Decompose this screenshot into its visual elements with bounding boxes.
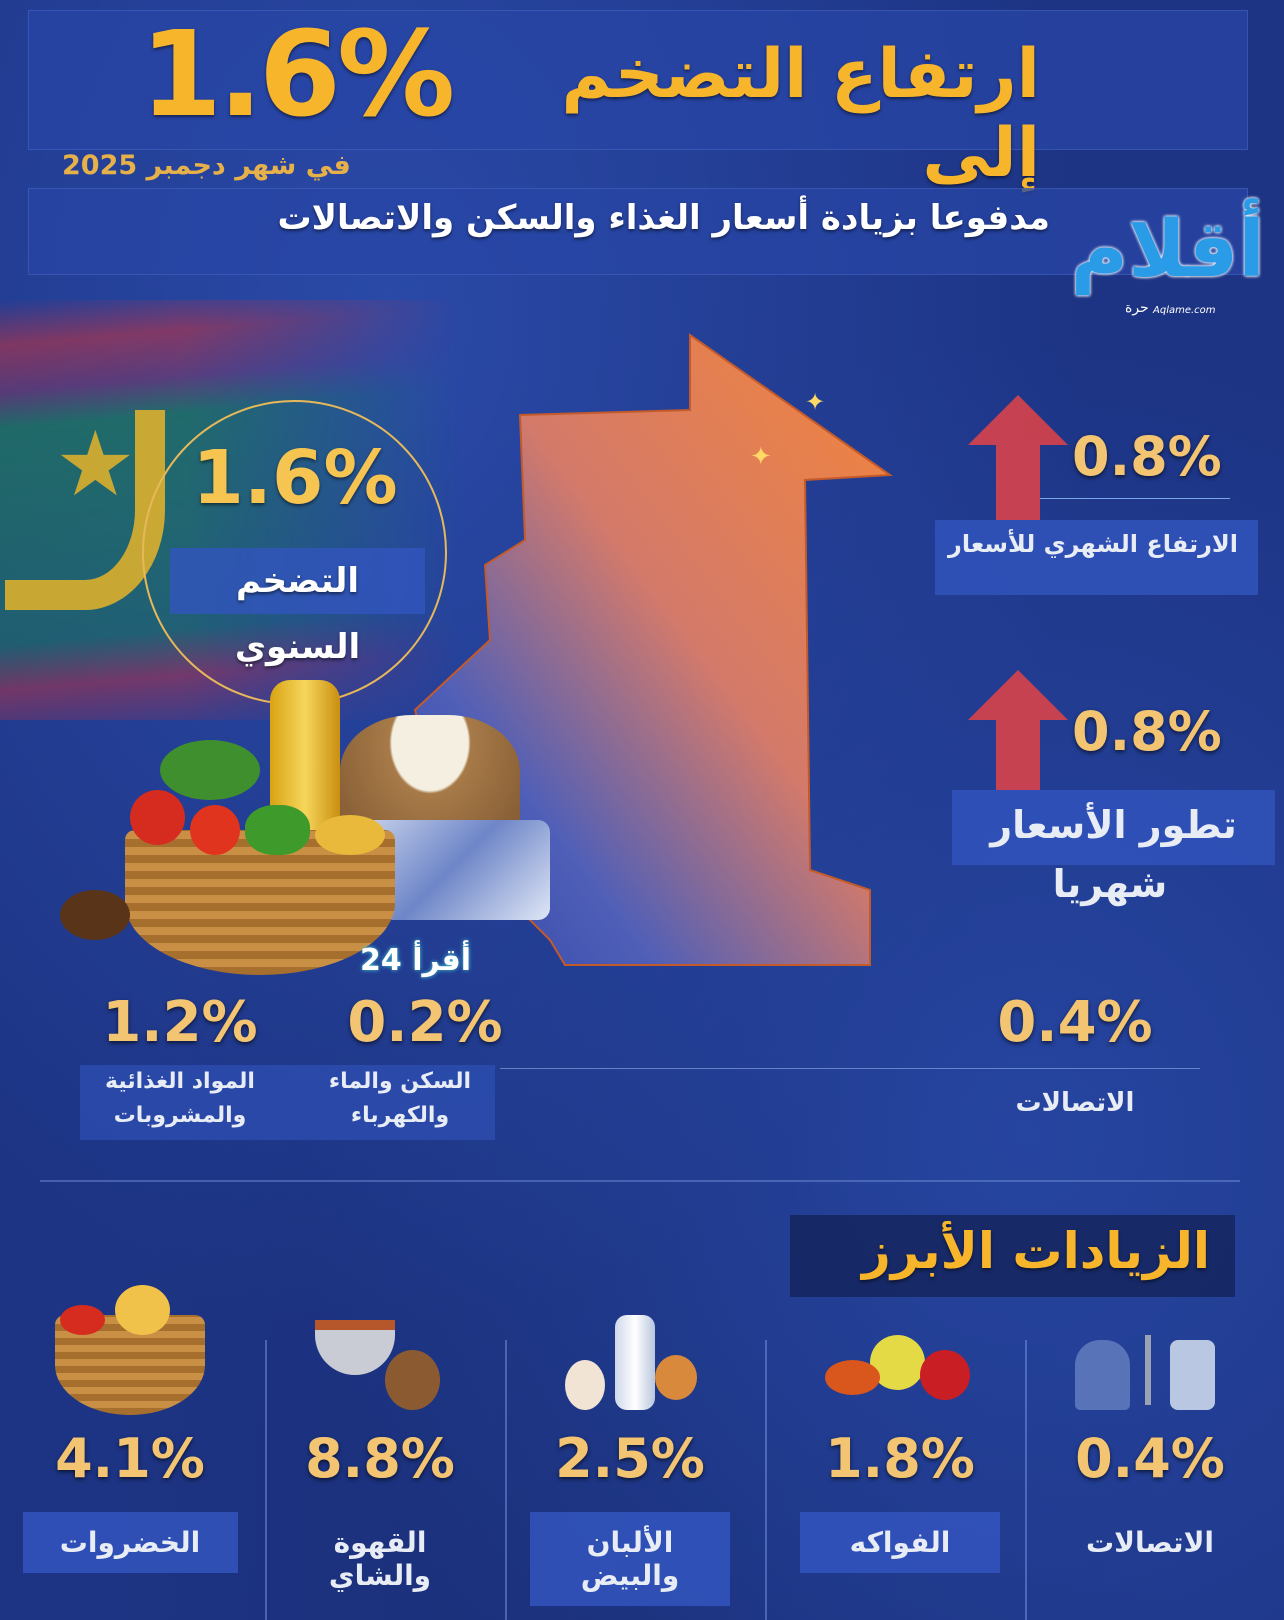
components-label-bg — [80, 1065, 495, 1140]
subtitle: مدفوعا بزيادة أسعار الغذاء والسكن والاتص… — [277, 198, 1050, 238]
monthly-trend-value: 0.8% — [1072, 700, 1222, 763]
divider — [1040, 498, 1230, 499]
telecom-value: 0.4% — [997, 990, 1153, 1055]
section-divider — [40, 1180, 1240, 1182]
telecom-icon — [1025, 1315, 1275, 1425]
watermark: 24 أقرأ — [360, 943, 472, 978]
highlight-label: القهوة والشاي — [328, 1526, 432, 1592]
highlight-item: 2.5% الألبان والبيض — [505, 1315, 755, 1620]
divider — [500, 1068, 1200, 1069]
monthly-trend-label: تطور الأسعار — [952, 790, 1275, 865]
subtitle-banner — [28, 188, 1248, 275]
monthly-rise-value: 0.8% — [1072, 425, 1222, 488]
logo-text: أقلام — [1070, 205, 1265, 295]
page-title: ارتفاع التضخم إلى — [561, 35, 1040, 193]
coffee-tea-icon — [255, 1315, 505, 1425]
annual-inflation-value: 1.6% — [192, 435, 398, 521]
highlight-value: 0.4% — [1075, 1427, 1225, 1490]
housing-label: السكن والماء والكهرباء — [305, 1065, 495, 1133]
food-label-line2: والمشروبات — [113, 1103, 247, 1128]
column-separator — [1025, 1340, 1027, 1620]
pepper-icon — [245, 805, 310, 855]
food-label-line1: المواد الغذائية — [105, 1069, 255, 1094]
highlight-value: 4.1% — [55, 1427, 205, 1490]
title-banner — [28, 10, 1248, 150]
housing-label-line2: والكهرباء — [350, 1103, 450, 1128]
highlight-value: 1.8% — [825, 1427, 975, 1490]
sparkle-icon: ✦ — [750, 442, 772, 472]
housing-label-line1: السكن والماء — [328, 1069, 472, 1094]
logo: أقلام حرة Aqlame.com — [1065, 205, 1275, 340]
sparkle-icon: ✦ — [805, 388, 825, 416]
highlight-label: الاتصالات — [1085, 1526, 1215, 1559]
vegetable-basket-icon — [5, 1285, 255, 1425]
highlight-label: الفواكه — [800, 1512, 1000, 1573]
highlight-item: 4.1% الخضروات — [5, 1285, 255, 1620]
highlight-item: 8.8% القهوة والشاي — [255, 1315, 505, 1620]
column-separator — [265, 1340, 267, 1620]
arrow-up-icon — [968, 670, 1068, 790]
flag-crescent-icon — [5, 410, 165, 610]
food-value: 1.2% — [102, 990, 258, 1055]
arrow-up-icon — [968, 395, 1068, 520]
date-label: في شهر دجمبر 2025 — [62, 150, 351, 181]
food-basket-illustration — [60, 680, 560, 980]
monthly-rise-label: الارتفاع الشهري للأسعار — [935, 520, 1258, 595]
monthly-trend-label-2: شهريا — [1052, 862, 1168, 906]
highlight-item: 0.4% الاتصالات — [1025, 1315, 1275, 1620]
nuts-icon — [60, 890, 130, 940]
food-label: المواد الغذائية والمشروبات — [80, 1065, 280, 1133]
highlights-title: الزيادات الأبرز — [861, 1222, 1210, 1280]
highlight-label: الألبان والبيض — [530, 1512, 730, 1606]
column-separator — [765, 1340, 767, 1620]
highlights-title-box — [790, 1215, 1235, 1297]
telecom-label: الاتصالات — [1015, 1088, 1135, 1118]
logo-site: Aqlame.com — [1153, 305, 1216, 316]
title-value: 1.6% — [140, 5, 455, 143]
greens-icon — [160, 740, 260, 800]
logo-sub: حرة — [1125, 300, 1149, 316]
column-separator — [505, 1340, 507, 1620]
highlight-item: 1.8% الفواكه — [775, 1315, 1025, 1620]
annual-inflation-label: التضخم السنوي — [170, 548, 425, 667]
milk-eggs-icon — [505, 1315, 755, 1425]
tomato-icon — [190, 805, 240, 855]
highlight-value: 2.5% — [555, 1427, 705, 1490]
highlight-label: الخضروات — [22, 1512, 238, 1573]
tomato-icon — [130, 790, 185, 845]
corn-icon — [315, 815, 385, 855]
highlight-value: 8.8% — [305, 1427, 455, 1490]
fruits-icon — [775, 1315, 1025, 1425]
housing-value: 0.2% — [347, 990, 503, 1055]
